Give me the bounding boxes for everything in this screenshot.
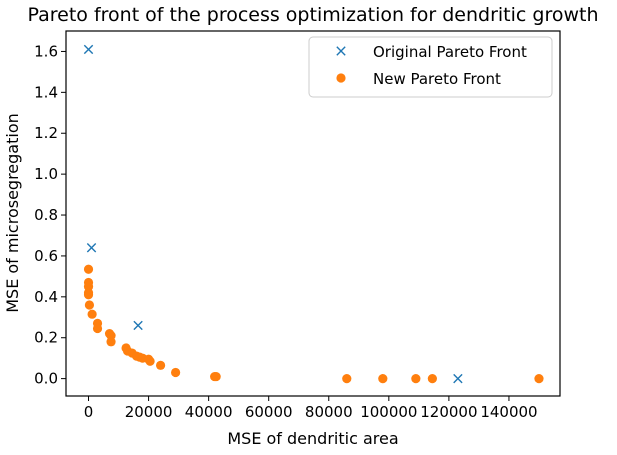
- data-point-new: [171, 367, 181, 378]
- x-tick-label: 0: [84, 403, 94, 421]
- y-tick-label: 0.0: [34, 370, 58, 388]
- legend-label-new: New Pareto Front: [373, 70, 501, 88]
- x-tick-label: 120000: [420, 403, 477, 421]
- x-axis-label: MSE of dendritic area: [227, 429, 398, 448]
- data-point-new: [155, 360, 166, 370]
- data-point-new: [145, 356, 155, 366]
- data-point-new: [106, 337, 116, 347]
- data-point-original: [453, 373, 463, 384]
- legend-label-original: Original Pareto Front: [373, 43, 527, 61]
- x-tick-label: 40000: [185, 403, 233, 421]
- data-point-new: [211, 371, 221, 382]
- x-tick-label: 60000: [245, 403, 293, 421]
- data-points: [83, 44, 544, 384]
- axes: [65, 30, 561, 397]
- y-tick-label: 1.6: [34, 42, 58, 60]
- data-point-original: [83, 44, 94, 55]
- data-point-new: [378, 374, 388, 384]
- data-point-new: [534, 374, 544, 384]
- y-tick-label: 0.4: [34, 288, 58, 306]
- data-point-new: [87, 309, 97, 319]
- data-point-new: [342, 374, 352, 384]
- y-tick-label: 0.6: [34, 247, 58, 265]
- chart-title: Pareto front of the process optimization…: [28, 4, 599, 26]
- y-tick-label: 1.4: [34, 83, 58, 101]
- legend-x-marker: [336, 46, 346, 56]
- plot-area-frame: [65, 30, 561, 397]
- data-point-new: [427, 374, 437, 384]
- legend: Original Pareto Front New Pareto Front: [308, 36, 553, 98]
- y-tick-label: 1.0: [34, 165, 58, 183]
- data-point-new: [84, 300, 95, 310]
- x-tick-label: 100000: [360, 403, 417, 421]
- x-tick-label: 20000: [125, 403, 173, 421]
- y-tick-label: 0.2: [34, 329, 58, 347]
- data-point-new: [411, 374, 421, 384]
- y-tick-label: 1.2: [34, 124, 58, 142]
- y-tick-label: 0.8: [34, 206, 58, 224]
- y-axis-label: MSE of microsegregation: [3, 113, 22, 313]
- x-tick-label: 140000: [480, 403, 537, 421]
- legend-marker-original: [336, 46, 346, 56]
- data-point-original: [133, 320, 143, 331]
- y-axis-ticks: 0.0 0.2 0.4 0.6 0.8 1.0 1.2 1.4 1.6: [34, 42, 66, 388]
- data-point-new: [83, 290, 94, 300]
- data-point-new: [92, 323, 103, 334]
- data-point-new: [83, 264, 94, 274]
- legend-marker-new: [336, 73, 346, 83]
- x-axis-ticks: 0 20000 40000 60000 80000 100000 120000 140000: [84, 396, 538, 421]
- legend-dot-marker: [336, 73, 346, 83]
- data-point-original: [86, 243, 97, 253]
- x-tick-label: 80000: [305, 403, 353, 421]
- legend-box: [308, 36, 553, 98]
